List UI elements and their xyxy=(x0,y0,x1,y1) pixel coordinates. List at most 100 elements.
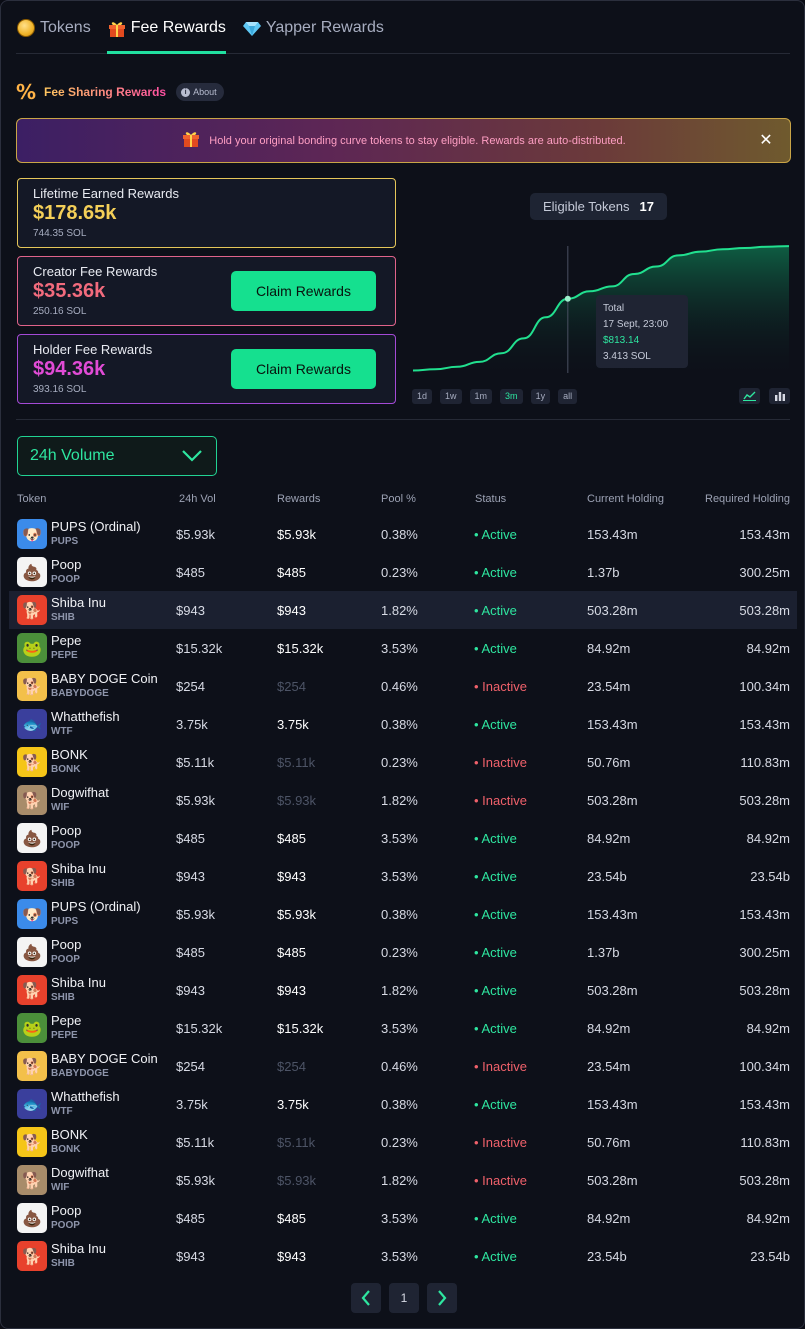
status-dot: • xyxy=(474,755,483,770)
table-row[interactable]: 🐶 PUPS (Ordinal) PUPS $5.93k $5.93k 0.38% • Ac… xyxy=(1,515,804,553)
table-row[interactable]: 🐕 BABY DOGE Coin BABYDOGE $254 $254 0.46% • In… xyxy=(1,667,804,705)
cell-24h-vol: $485 xyxy=(176,1211,205,1226)
status-text: Active xyxy=(481,565,517,580)
cell-rewards: $5.11k xyxy=(277,1135,316,1150)
cell-pool: 0.38% xyxy=(381,527,418,542)
next-page-button[interactable] xyxy=(427,1283,457,1313)
header-pool[interactable]: Pool % xyxy=(381,493,416,505)
cell-required-holding: 300.25m xyxy=(739,565,790,580)
cell-24h-vol: $943 xyxy=(176,869,205,884)
table-row[interactable]: 💩 Poop POOP $485 $485 0.23% • Active 1.37b 300.2… xyxy=(1,553,804,591)
cell-rewards: $5.11k xyxy=(277,755,316,770)
table-row[interactable]: 🐶 PUPS (Ordinal) PUPS $5.93k $5.93k 0.38% • Ac… xyxy=(1,895,804,933)
cell-current-holding: 153.43m xyxy=(587,1097,638,1112)
cell-pool: 1.82% xyxy=(381,1173,418,1188)
cell-rewards: $5.93k xyxy=(277,907,317,922)
diamond-icon xyxy=(242,18,262,38)
cell-pool: 3.53% xyxy=(381,869,418,884)
tooltip-sol: 3.413 SOL xyxy=(603,351,651,362)
table-row[interactable]: 🐸 Pepe PEPE $15.32k $15.32k 3.53% • Active 84.9… xyxy=(1,1009,804,1047)
range-all-button[interactable]: all xyxy=(558,389,578,404)
token-logo-icon: 🐕 xyxy=(17,747,47,777)
status-badge: • Active xyxy=(474,945,517,960)
status-dot: • xyxy=(474,1211,482,1226)
range-1w-button[interactable]: 1w xyxy=(440,389,462,404)
cell-pool: 0.38% xyxy=(381,1097,418,1112)
status-text: Active xyxy=(481,1211,517,1226)
cell-current-holding: 503.28m xyxy=(587,793,638,808)
pagination: 1 xyxy=(351,1283,465,1313)
table-row[interactable]: 🐕 Shiba Inu SHIB $943 $943 1.82% • Active 503.2… xyxy=(9,591,797,629)
gift-icon xyxy=(181,128,201,153)
token-name: Poop xyxy=(51,937,82,952)
table-header: Token 24h Vol Rewards Pool % Status Curr… xyxy=(1,493,804,507)
table-row[interactable]: 🐕 BONK BONK $5.11k $5.11k 0.23% • Inactive 50.7… xyxy=(1,743,804,781)
cell-current-holding: 50.76m xyxy=(587,755,631,770)
token-symbol: BONK xyxy=(51,1144,81,1155)
status-text: Active xyxy=(481,717,517,732)
cell-pool: 3.53% xyxy=(381,641,418,656)
table-row[interactable]: 💩 Poop POOP $485 $485 0.23% • Active 1.37b 300.2… xyxy=(1,933,804,971)
cell-pool: 0.38% xyxy=(381,717,418,732)
eligible-tokens-badge: Eligible Tokens 17 xyxy=(530,193,667,220)
cell-rewards: $15.32k xyxy=(277,641,324,656)
table-row[interactable]: 💩 Poop POOP $485 $485 3.53% • Active 84.92m 84.9… xyxy=(1,819,804,857)
token-symbol: BABYDOGE xyxy=(51,688,109,699)
token-symbol: PEPE xyxy=(51,1030,78,1041)
table-row[interactable]: 🐕 Dogwifhat WIF $5.93k $5.93k 1.82% • Inactive… xyxy=(1,1161,804,1199)
range-1m-button[interactable]: 1m xyxy=(469,389,493,404)
header-rewards[interactable]: Rewards xyxy=(277,493,321,505)
status-text: Inactive xyxy=(482,793,527,808)
range-1d-button[interactable]: 1d xyxy=(412,389,433,404)
table-row[interactable]: 🐕 Shiba Inu SHIB $943 $943 3.53% • Active 23.54… xyxy=(1,857,804,895)
claim-creator-rewards-button[interactable]: Claim Rewards xyxy=(231,271,376,311)
cell-pool: 0.23% xyxy=(381,1135,418,1150)
header-24h-vol[interactable]: 24h Vol xyxy=(179,493,216,505)
about-button[interactable]: i About xyxy=(176,83,224,101)
lifetime-rewards-sol: 744.35 SOL xyxy=(33,228,87,239)
tab-fee-rewards[interactable]: Fee Rewards xyxy=(106,1,227,54)
cell-24h-vol: $943 xyxy=(176,1249,205,1264)
range-1y-button[interactable]: 1y xyxy=(530,389,551,404)
status-badge: • Active xyxy=(474,565,517,580)
prev-page-button[interactable] xyxy=(351,1283,381,1313)
token-logo-icon: 🐕 xyxy=(17,1127,47,1157)
claim-holder-rewards-button[interactable]: Claim Rewards xyxy=(231,349,376,389)
bar-chart-icon[interactable] xyxy=(769,388,790,404)
cell-rewards: $485 xyxy=(277,565,306,580)
line-chart-icon[interactable] xyxy=(739,388,760,404)
status-text: Active xyxy=(481,907,517,922)
table-row[interactable]: 🐟 Whatthefish WTF 3.75k 3.75k 0.38% • Active 15… xyxy=(1,1085,804,1123)
status-dot: • xyxy=(474,983,482,998)
header-token[interactable]: Token xyxy=(17,493,47,505)
sort-metric-dropdown[interactable]: 24h Volume xyxy=(17,436,217,476)
holder-fee-sol: 393.16 SOL xyxy=(33,384,87,395)
table-row[interactable]: 🐕 Shiba Inu SHIB $943 $943 3.53% • Active 23.54… xyxy=(1,1237,804,1275)
table-row[interactable]: 🐕 BABY DOGE Coin BABYDOGE $254 $254 0.46% • In… xyxy=(1,1047,804,1085)
table-row[interactable]: 🐕 BONK BONK $5.11k $5.11k 0.23% • Inactive 50.7… xyxy=(1,1123,804,1161)
section-header: % Fee Sharing Rewards i About xyxy=(16,80,224,104)
header-required-holding[interactable]: Required Holding xyxy=(705,493,790,505)
cell-current-holding: 50.76m xyxy=(587,1135,631,1150)
token-symbol: PEPE xyxy=(51,650,78,661)
header-current-holding[interactable]: Current Holding xyxy=(587,493,665,505)
table-row[interactable]: 🐕 Dogwifhat WIF $5.93k $5.93k 1.82% • Inactive… xyxy=(1,781,804,819)
page-number[interactable]: 1 xyxy=(389,1283,419,1313)
table-row[interactable]: 💩 Poop POOP $485 $485 3.53% • Active 84.92m 84.9… xyxy=(1,1199,804,1237)
table-row[interactable]: 🐕 Shiba Inu SHIB $943 $943 1.82% • Active 503.2… xyxy=(1,971,804,1009)
tab-tokens[interactable]: Tokens xyxy=(16,1,91,54)
close-icon[interactable]: ✕ xyxy=(759,130,773,149)
cell-pool: 0.46% xyxy=(381,1059,418,1074)
range-3m-button[interactable]: 3m xyxy=(500,389,523,404)
chart-series-line xyxy=(412,245,790,372)
header-status[interactable]: Status xyxy=(475,493,507,505)
eligibility-banner: Hold your original bonding curve tokens … xyxy=(16,118,791,163)
table-row[interactable]: 🐟 Whatthefish WTF 3.75k 3.75k 0.38% • Active 15… xyxy=(1,705,804,743)
token-name: BABY DOGE Coin xyxy=(51,671,158,686)
tab-yapper-rewards[interactable]: Yapper Rewards xyxy=(242,1,384,54)
status-dot: • xyxy=(474,1173,483,1188)
token-name: BONK xyxy=(51,1127,88,1142)
table-row[interactable]: 🐸 Pepe PEPE $15.32k $15.32k 3.53% • Active 84.9… xyxy=(1,629,804,667)
status-dot: • xyxy=(474,565,482,580)
